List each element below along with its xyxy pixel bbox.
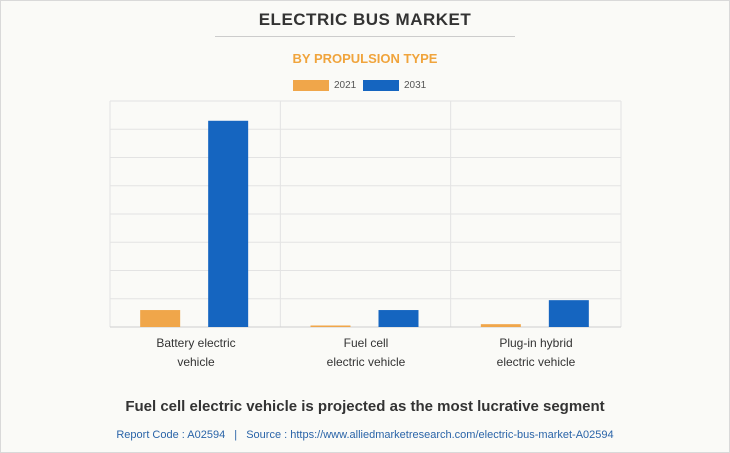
x-tick-label-battery: Battery electric vehicle [111,334,281,372]
legend-label-2031: 2031 [404,80,427,91]
x-tick-label-line: Fuel cell [343,336,389,350]
x-tick-label-line: Battery electric [156,336,236,350]
chart-caption: Fuel cell electric vehicle is projected … [125,398,605,415]
footer-separator: | [234,429,238,441]
chart-subtitle: BY PROPULSION TYPE [292,51,438,66]
footer: Report Code : A02594 | Source : https://… [0,429,730,441]
bar-2031-1 [378,310,419,327]
bar-2021-0 [140,310,181,327]
bar-2031-2 [548,300,589,327]
x-tick-label-line: electric vehicle [496,355,576,369]
legend-swatch-2031 [363,80,399,91]
legend-item-2021: 2021 [293,80,356,91]
bar-2031-0 [208,120,249,328]
bar-2021-1 [310,325,351,327]
legend-label-2021: 2021 [334,80,357,91]
chart-title: ELECTRIC BUS MARKET [258,10,472,29]
x-tick-label-line: Plug-in hybrid [499,336,573,350]
title-divider [215,36,515,37]
bar-2021-2 [480,324,521,327]
legend-swatch-2021 [293,80,329,91]
x-tick-label-line: vehicle [177,355,215,369]
legend-item-2031: 2031 [363,80,426,91]
x-tick-label-fuel-cell: Fuel cell electric vehicle [281,334,451,372]
source-link[interactable]: Source : https://www.alliedmarketresearc… [246,429,614,441]
x-tick-label-plug-in-hybrid: Plug-in hybrid electric vehicle [451,334,621,372]
report-code: Report Code : A02594 [116,429,226,441]
x-tick-label-line: electric vehicle [326,355,406,369]
